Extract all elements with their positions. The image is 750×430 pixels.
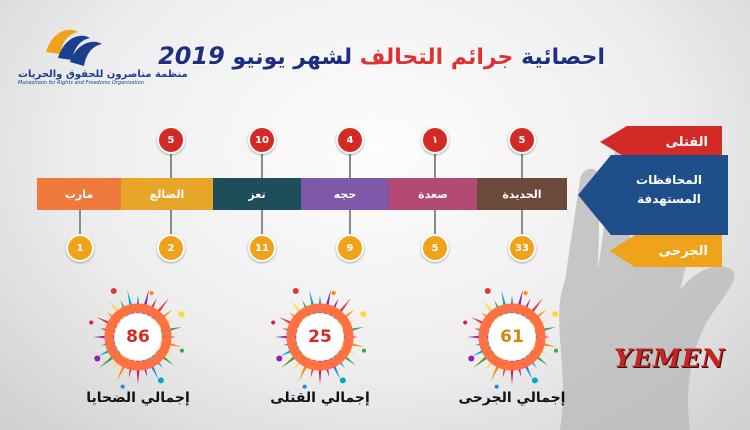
splash-drop bbox=[89, 320, 94, 325]
organization-logo: منظمة مناصرون للحقوق والحريات Munasiroon… bbox=[18, 22, 188, 102]
injured-connector bbox=[261, 210, 263, 236]
splash-drop bbox=[271, 320, 276, 325]
injured-count-marib: 1 bbox=[66, 234, 94, 262]
injured-count-dhale: 2 bbox=[157, 234, 185, 262]
splash-ring bbox=[286, 303, 354, 371]
paint-splash-icon: 25 bbox=[265, 282, 375, 392]
injured-legend-label: الجرحى bbox=[658, 243, 708, 259]
splash-drop bbox=[523, 291, 528, 296]
injured-count-saada: 5 bbox=[421, 234, 449, 262]
governorate-label: الضالع bbox=[149, 187, 185, 201]
injured-connector bbox=[521, 210, 523, 236]
killed-connector bbox=[349, 147, 351, 178]
injured-connector bbox=[349, 210, 351, 236]
targeted-governorates-legend: المحافظات المستهدفة bbox=[578, 155, 728, 235]
injured-connector bbox=[434, 210, 436, 236]
governorate-label: تعز bbox=[248, 187, 266, 201]
killed-count-dhale: 5 bbox=[157, 126, 185, 154]
splash-drop bbox=[157, 377, 164, 384]
killed-connector bbox=[434, 147, 436, 178]
logo-mark-icon bbox=[46, 29, 102, 66]
governorate-saada: صعدة bbox=[389, 178, 477, 210]
injured-count-hodeidah: 33 bbox=[508, 234, 536, 262]
title-part-2: جرائم التحالف bbox=[352, 45, 514, 70]
target-label-line-2: المستهدفة bbox=[637, 192, 701, 206]
splash-drop bbox=[494, 384, 499, 389]
killed-legend-label: القتلى bbox=[665, 134, 708, 150]
splash-drop bbox=[292, 288, 299, 295]
paint-splash-icon: 61 bbox=[457, 282, 567, 392]
total-value: 86 bbox=[115, 314, 161, 360]
governorate-hajjah: حجه bbox=[301, 178, 389, 210]
killed-count-hajjah: 4 bbox=[336, 126, 364, 154]
title-year: 2019 bbox=[158, 42, 225, 70]
total-label: إجمالي القتلى bbox=[270, 390, 370, 406]
splash-drop bbox=[552, 311, 559, 318]
total-value: 25 bbox=[297, 314, 343, 360]
total-label: إجمالي الضحايا bbox=[86, 390, 190, 406]
killed-legend-arrow: القتلى bbox=[600, 126, 722, 158]
governorate-label: مارب bbox=[64, 187, 94, 201]
splash-ring bbox=[478, 303, 546, 371]
target-label-line-1: المحافظات bbox=[636, 173, 702, 187]
splash-drop bbox=[120, 384, 125, 389]
governorate-marib: مارب bbox=[37, 178, 121, 210]
governorate-label: الحديدة bbox=[502, 187, 542, 201]
injured-count-taiz: 11 bbox=[248, 234, 276, 262]
splash-drop bbox=[468, 355, 475, 362]
splash-drop bbox=[149, 291, 154, 296]
logo-name-english: Munasiroon for Rights and Freedoms Organ… bbox=[18, 80, 144, 86]
governorates-timeline: مارب الضالع تعز حجه صعدة الحديدة bbox=[37, 178, 567, 210]
total-killed: 25 إجمالي القتلى bbox=[260, 282, 380, 406]
injured-connector bbox=[79, 210, 81, 236]
killed-connector bbox=[170, 147, 172, 178]
governorate-hodeidah: الحديدة bbox=[477, 178, 567, 210]
splash-drop bbox=[331, 291, 336, 296]
splash-drop bbox=[178, 311, 185, 318]
paint-splash-icon: 86 bbox=[83, 282, 193, 392]
splash-drop bbox=[463, 320, 468, 325]
total-label: إجمالي الجرحى bbox=[458, 390, 566, 406]
governorate-label: حجه bbox=[333, 187, 357, 201]
killed-count-taiz: 10 bbox=[248, 126, 276, 154]
splash-drop bbox=[531, 377, 538, 384]
injured-connector bbox=[170, 210, 172, 236]
splash-drop bbox=[110, 288, 117, 295]
killed-count-saada: ١ bbox=[421, 126, 449, 154]
governorate-taiz: تعز bbox=[213, 178, 301, 210]
injured-count-hajjah: 9 bbox=[336, 234, 364, 262]
country-label: YEMEN bbox=[614, 344, 726, 373]
governorate-dhale: الضالع bbox=[121, 178, 213, 210]
total-value: 61 bbox=[489, 314, 535, 360]
splash-drop bbox=[484, 288, 491, 295]
splash-drop bbox=[179, 348, 184, 353]
total-victims: 86 إجمالي الضحايا bbox=[78, 282, 198, 406]
logo-name-arabic: منظمة مناصرون للحقوق والحريات bbox=[18, 69, 188, 80]
splash-drop bbox=[361, 348, 366, 353]
splash-drop bbox=[302, 384, 307, 389]
total-injured: 61 إجمالي الجرحى bbox=[452, 282, 572, 406]
title-part-3: لشهر يونيو bbox=[224, 45, 353, 70]
killed-count-hodeidah: 5 bbox=[508, 126, 536, 154]
splash-ring bbox=[104, 303, 172, 371]
splash-drop bbox=[553, 348, 558, 353]
injured-legend-arrow: الجرحى bbox=[610, 235, 722, 267]
splash-drop bbox=[360, 311, 367, 318]
splash-drop bbox=[339, 377, 346, 384]
title-part-1: احصائية bbox=[513, 45, 605, 70]
splash-drop bbox=[94, 355, 101, 362]
killed-connector bbox=[261, 147, 263, 178]
splash-drop bbox=[276, 355, 283, 362]
governorate-label: صعدة bbox=[418, 187, 448, 201]
killed-connector bbox=[521, 147, 523, 178]
page-title: احصائية جرائم التحالف لشهر يونيو 2019 bbox=[150, 42, 605, 82]
